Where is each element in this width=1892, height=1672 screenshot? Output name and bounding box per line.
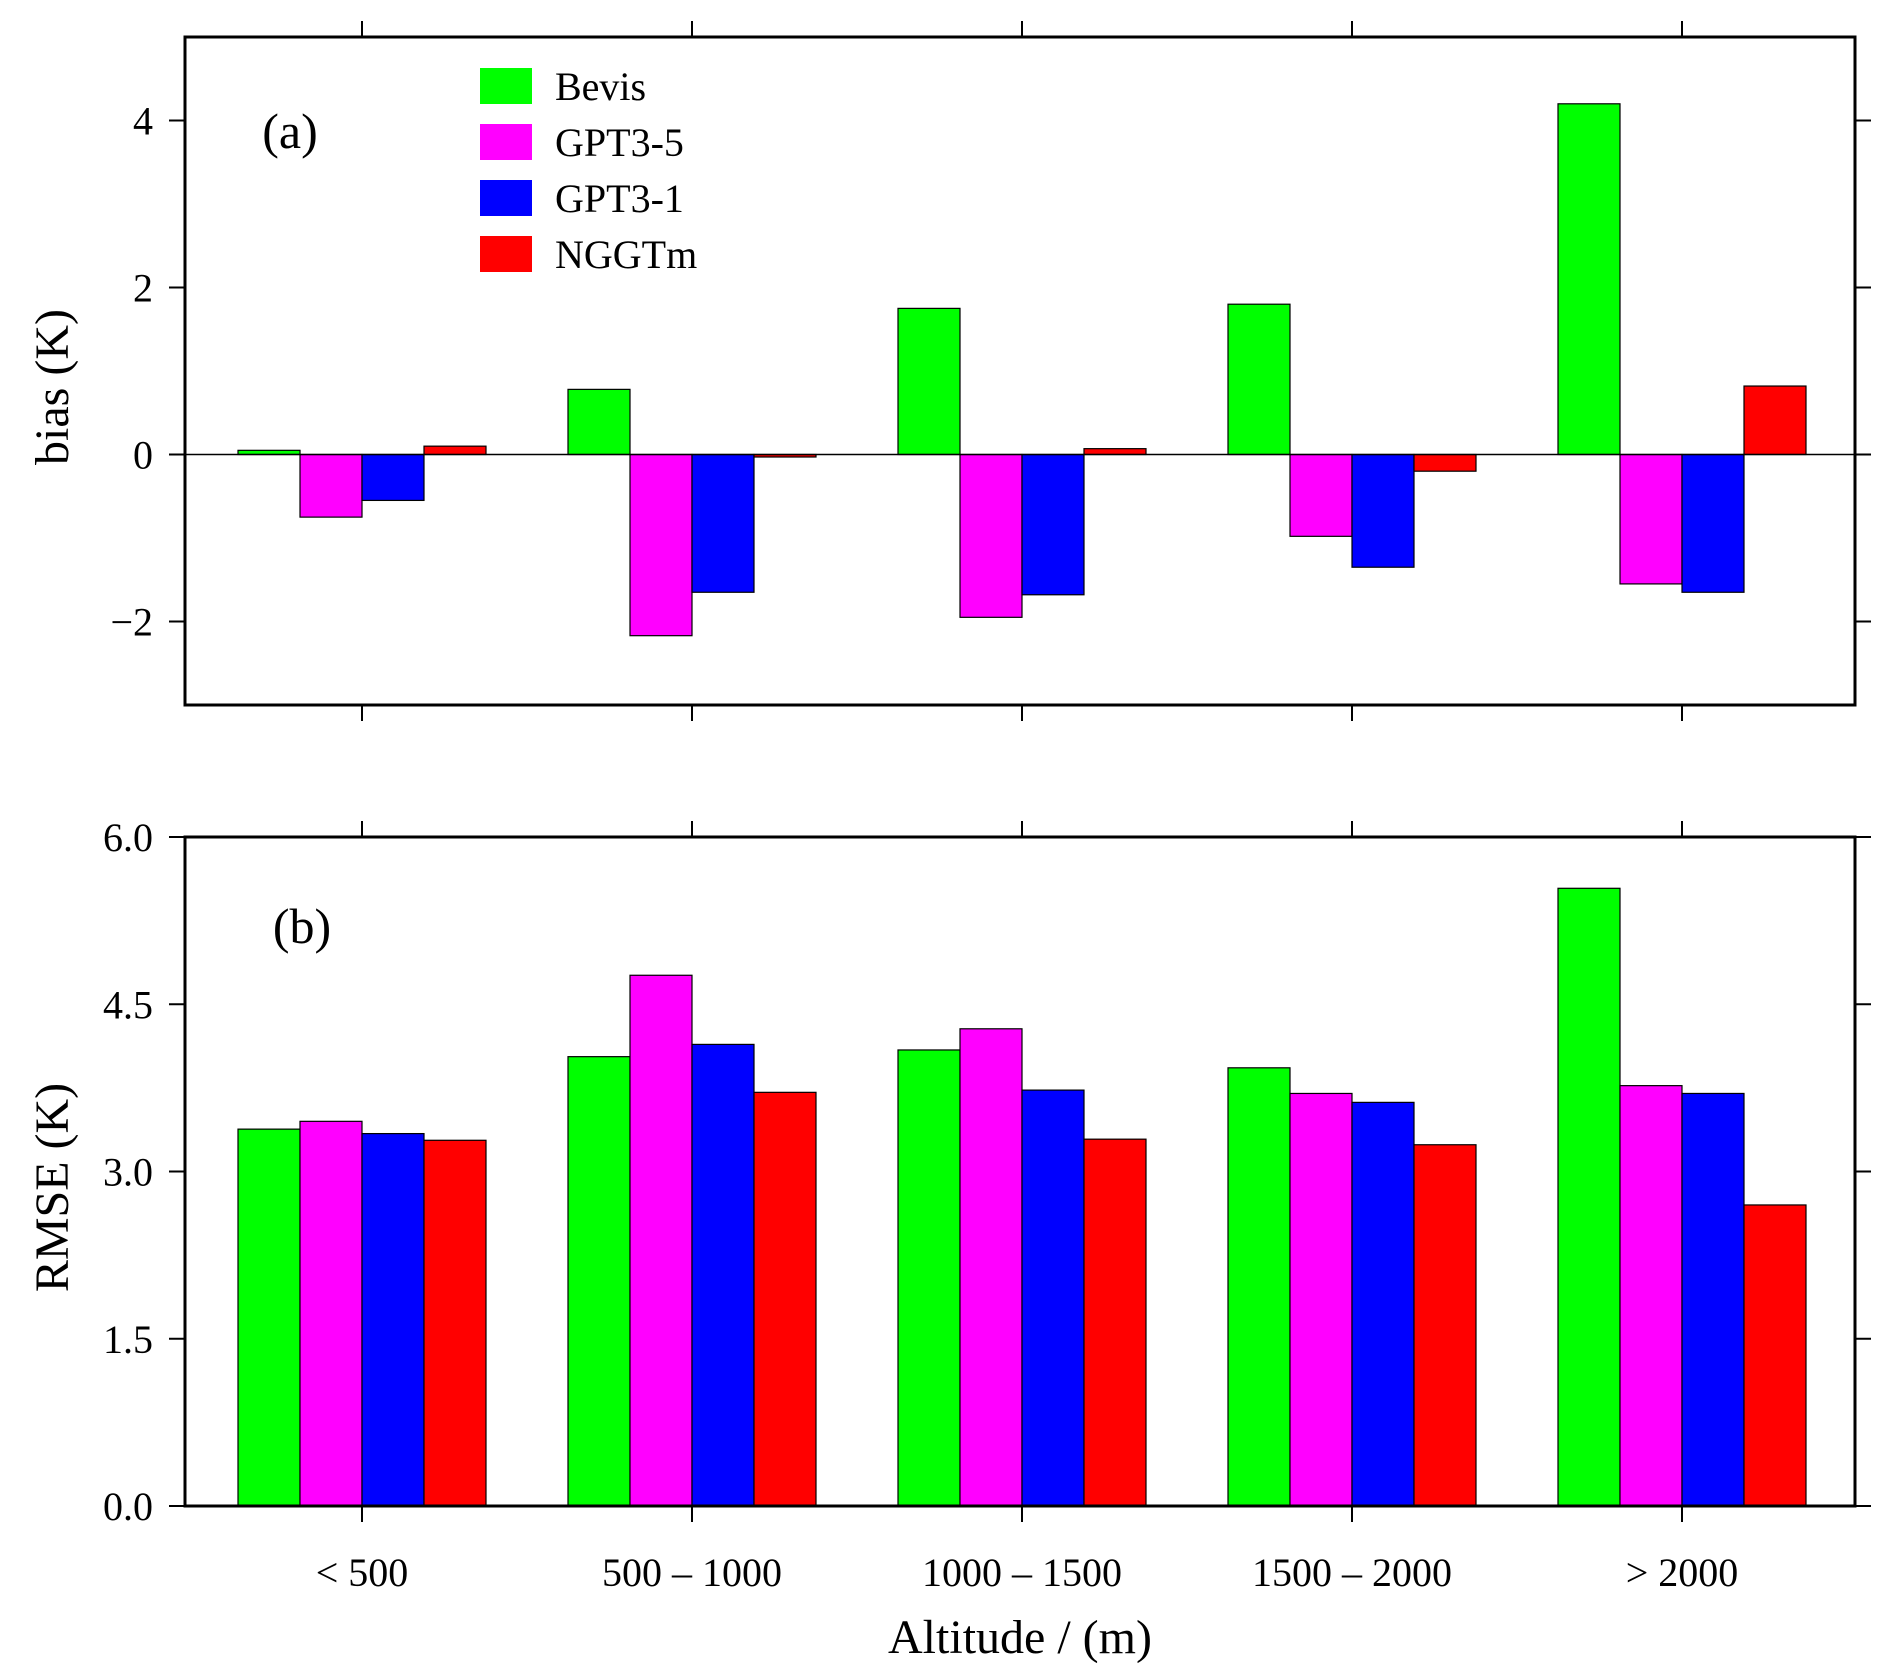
bar-bevis-2 [897, 307, 961, 456]
bar-nggtm-3 [1413, 1144, 1477, 1507]
bar-gpt3-5-1 [629, 974, 693, 1507]
y-tick-label: 2 [133, 266, 153, 311]
bar-nggtm-0 [423, 445, 487, 456]
legend-label-gpt3-5: GPT3-5 [555, 120, 684, 165]
bar-gpt3-1-4 [1681, 453, 1745, 593]
x-tick-label: 500 – 1000 [602, 1550, 782, 1595]
bar-bevis-2 [897, 1049, 961, 1507]
bar-nggtm-4 [1743, 1204, 1807, 1507]
bar-gpt3-5-1 [629, 453, 693, 637]
bar-nggtm-3 [1413, 453, 1477, 472]
panel-a-bias: −2 0 2 4 bias (K) (a) [26, 21, 1871, 721]
bar-gpt3-5-0 [299, 453, 363, 518]
panel-label: (a) [262, 103, 318, 159]
bar-nggtm-2 [1083, 1138, 1147, 1507]
bar-bevis-1 [567, 388, 631, 456]
bar-bevis-3 [1227, 303, 1291, 456]
bar-gpt3-5-2 [959, 453, 1023, 618]
x-tick-label: > 2000 [1626, 1550, 1739, 1595]
bar-nggtm-4 [1743, 385, 1807, 456]
bar-bevis-0 [237, 1128, 301, 1507]
legend-swatch-nggtm [480, 236, 532, 272]
bar-gpt3-1-0 [361, 453, 425, 502]
bar-gpt3-5-3 [1289, 453, 1353, 537]
bar-gpt3-1-0 [361, 1132, 425, 1507]
bar-nggtm-1 [753, 1091, 817, 1507]
bar-gpt3-5-4 [1619, 1085, 1683, 1507]
bar-gpt3-1-1 [691, 453, 755, 593]
y-tick-label: 3.0 [103, 1150, 153, 1195]
bar-gpt3-1-2 [1021, 453, 1085, 596]
panel-label: (b) [273, 898, 331, 954]
y-tick-label: −2 [110, 600, 153, 645]
x-tick-label: 1000 – 1500 [922, 1550, 1122, 1595]
legend-swatch-gpt3-5 [480, 124, 532, 160]
bar-gpt3-1-4 [1681, 1092, 1745, 1507]
legend-swatch-bevis [480, 68, 532, 104]
bar-bevis-4 [1557, 887, 1621, 1507]
x-tick-label: 1500 – 2000 [1252, 1550, 1452, 1595]
legend-swatch-gpt3-1 [480, 180, 532, 216]
bar-gpt3-5-2 [959, 1028, 1023, 1507]
y-tick-label: 0.0 [103, 1484, 153, 1529]
legend-label-nggtm: NGGTm [555, 232, 697, 277]
bar-gpt3-1-1 [691, 1043, 755, 1507]
x-axis-label: Altitude / (m) [888, 1611, 1152, 1664]
plot-frame [183, 35, 1857, 707]
bar-gpt3-5-3 [1289, 1092, 1353, 1507]
bar-gpt3-1-3 [1351, 1101, 1415, 1507]
y-tick-label: 1.5 [103, 1317, 153, 1362]
bar-bevis-3 [1227, 1067, 1291, 1507]
bar-bevis-4 [1557, 103, 1621, 456]
bar-gpt3-5-4 [1619, 453, 1683, 585]
legend-label-gpt3-1: GPT3-1 [555, 176, 684, 221]
y-tick-label: 4 [133, 99, 153, 144]
panel-b-rmse: 0.0 1.5 3.0 4.5 6.0 < 500 500 – 1000 1000 – 150… [26, 815, 1871, 1664]
y-tick-label: 4.5 [103, 982, 153, 1027]
bar-gpt3-1-3 [1351, 453, 1415, 568]
y-tick-label: 6.0 [103, 815, 153, 860]
bar-gpt3-1-2 [1021, 1089, 1085, 1507]
y-tick-label: 0 [133, 433, 153, 478]
bar-nggtm-2 [1083, 448, 1147, 456]
legend-label-bevis: Bevis [555, 64, 646, 109]
bar-bevis-1 [567, 1056, 631, 1507]
x-tick-label: < 500 [316, 1550, 409, 1595]
y-axis-label: RMSE (K) [26, 1083, 79, 1292]
legend: Bevis GPT3-5 GPT3-1 NGGTm [480, 64, 697, 277]
bar-nggtm-0 [423, 1139, 487, 1507]
y-axis-label: bias (K) [26, 309, 79, 465]
bar-gpt3-5-0 [299, 1120, 363, 1507]
